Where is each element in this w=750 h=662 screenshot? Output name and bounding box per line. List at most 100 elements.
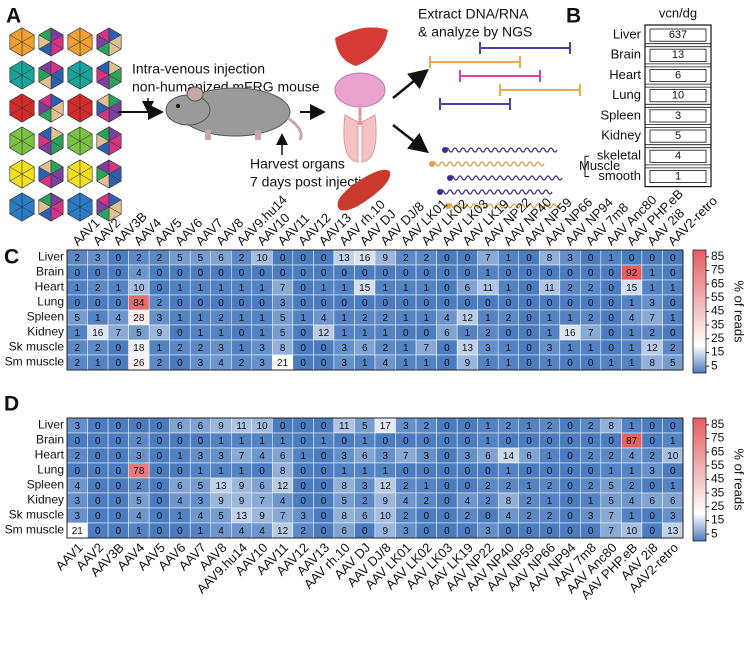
cell-label: 0 — [341, 436, 347, 447]
cell-label: 0 — [259, 298, 265, 309]
capsid-face — [108, 67, 122, 83]
cell-label: 0 — [567, 268, 573, 279]
colorbar-label: % of reads — [732, 280, 747, 343]
cell-label: 2 — [136, 481, 142, 492]
cell-label: 2 — [95, 343, 101, 354]
cell-label: 0 — [649, 526, 655, 537]
cell-label: 1 — [629, 358, 635, 369]
cell-label: 12 — [277, 481, 289, 492]
cell-label: 3 — [218, 451, 224, 462]
cell-label: 1 — [649, 268, 655, 279]
cell-label: 0 — [444, 268, 450, 279]
cell-label: 0 — [444, 466, 450, 477]
cell-label: 4 — [136, 268, 142, 279]
cell-label: 0 — [649, 511, 655, 522]
cell-label: 0 — [567, 466, 573, 477]
cell-label: 6 — [670, 496, 676, 507]
cell-label: 1 — [424, 313, 430, 324]
table-value: 637 — [669, 29, 687, 41]
cell-label: 2 — [424, 421, 430, 432]
cell-label: 0 — [95, 496, 101, 507]
cell-label: 0 — [608, 298, 614, 309]
table-row-label: Lung — [612, 87, 641, 102]
cell-label: 0 — [465, 268, 471, 279]
cell-label: 0 — [506, 328, 512, 339]
cell-label: 6 — [362, 511, 368, 522]
cell-label: 12 — [462, 313, 474, 324]
cell-label: 0 — [506, 268, 512, 279]
row-label: Liver — [38, 250, 64, 264]
cell-label: 2 — [629, 481, 635, 492]
panel-label: C — [4, 246, 19, 269]
capsid-face — [50, 199, 64, 215]
cell-label: 0 — [177, 466, 183, 477]
cell-label: 1 — [403, 313, 409, 324]
cell-label: 0 — [300, 298, 306, 309]
cell-label: 0 — [444, 253, 450, 264]
cell-label: 0 — [485, 511, 491, 522]
table-row-label: smooth — [598, 168, 641, 183]
cell-label: 4 — [136, 511, 142, 522]
cell-label: 0 — [670, 298, 676, 309]
cell-label: 1 — [74, 283, 80, 294]
cell-label: 9 — [239, 496, 245, 507]
cell-label: 8 — [341, 511, 347, 522]
cell-label: 0 — [403, 268, 409, 279]
cell-label: 3 — [218, 343, 224, 354]
cell-label: 2 — [608, 451, 614, 462]
cell-label: 9 — [239, 481, 245, 492]
cell-label: 16 — [92, 328, 104, 339]
cell-label: 2 — [424, 253, 430, 264]
cell-label: 1 — [198, 328, 204, 339]
table-value: 6 — [675, 69, 681, 81]
cell-label: 0 — [300, 436, 306, 447]
cell-label: 2 — [74, 451, 80, 462]
capsid-face — [79, 100, 93, 116]
cell-label: 0 — [403, 298, 409, 309]
cell-label: 1 — [506, 343, 512, 354]
heatmap: 2 3 0 2 2 5 5 6 2 10 0 0 0 13 16 9 2 2 0 0 7 1 0 8 3 0 1 0 0 00 0 0 4 0 0 0… — [5, 186, 747, 374]
cell-label: 0 — [177, 298, 183, 309]
cell-label: 0 — [547, 526, 553, 537]
cell-label: 3 — [670, 511, 676, 522]
cell-label: 2 — [157, 358, 163, 369]
cell-label: 6 — [259, 481, 265, 492]
cell-label: 0 — [321, 466, 327, 477]
cell-label: 1 — [177, 451, 183, 462]
cell-label: 0 — [424, 436, 430, 447]
cell-label: 3 — [424, 451, 430, 462]
table-value: 3 — [675, 110, 681, 122]
cell-label: 1 — [95, 358, 101, 369]
capsid-face — [108, 133, 122, 149]
cell-label: 0 — [321, 451, 327, 462]
cell-label: 10 — [257, 421, 269, 432]
cell-label: 0 — [588, 268, 594, 279]
cell-label: 8 — [341, 481, 347, 492]
cell-label: 2 — [403, 481, 409, 492]
cell-label: 0 — [157, 421, 163, 432]
cell-label: 3 — [157, 313, 163, 324]
cell-label: 0 — [588, 436, 594, 447]
cell-label: 0 — [588, 253, 594, 264]
cell-label: 1 — [116, 283, 122, 294]
capsid-face — [21, 199, 35, 215]
cell-label: 10 — [667, 451, 679, 462]
table-row-label: Brain — [611, 47, 641, 62]
cell-label: 0 — [526, 313, 532, 324]
cell-label: 0 — [567, 421, 573, 432]
cell-label: 2 — [424, 496, 430, 507]
cell-label: 6 — [444, 328, 450, 339]
cell-label: 1 — [157, 343, 163, 354]
cell-label: 1 — [506, 253, 512, 264]
cell-label: 2 — [485, 496, 491, 507]
cell-label: 0 — [95, 436, 101, 447]
cell-label: 0 — [567, 496, 573, 507]
cell-label: 5 — [362, 421, 368, 432]
cell-label: 3 — [649, 466, 655, 477]
cell-label: 0 — [300, 421, 306, 432]
cell-label: 9 — [218, 421, 224, 432]
bracket — [584, 155, 589, 177]
cell-label: 1 — [567, 343, 573, 354]
cell-label: 13 — [462, 343, 474, 354]
cell-label: 1 — [177, 313, 183, 324]
